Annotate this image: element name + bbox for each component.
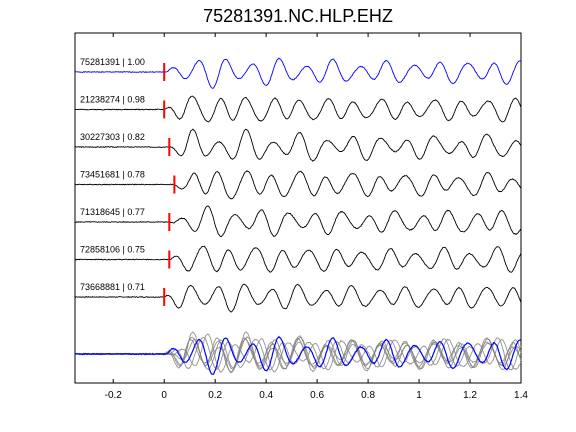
axes-frame	[74, 32, 522, 384]
trace-label-1: 75281391 | 1.00	[80, 57, 145, 67]
stack-overlay	[74, 331, 522, 375]
trace-line-4	[74, 170, 522, 200]
trace-line-7	[74, 283, 522, 313]
x-tick-label-1: -0.2	[105, 390, 123, 401]
picks-layer	[163, 63, 176, 306]
trace-line-3	[74, 128, 522, 162]
trace-label-6: 72858106 | 0.75	[80, 245, 145, 255]
x-tick-label-6: 0.8	[361, 390, 375, 401]
x-tick-label-9: 1.4	[514, 390, 528, 401]
trace-line-5	[74, 205, 522, 238]
trace-label-2: 21238274 | 0.98	[80, 95, 145, 105]
trace-label-3: 30227303 | 0.82	[80, 132, 145, 142]
chart-title: 75281391.NC.HLP.EHZ	[203, 6, 393, 26]
trace-line-1	[74, 57, 522, 89]
x-tick-label-7: 1	[416, 390, 422, 401]
x-tick-label-3: 0.2	[208, 390, 222, 401]
trace-labels: 75281391 | 1.00 21238274 | 0.98 30227303 |…	[80, 57, 145, 292]
x-tick-label-5: 0.6	[310, 390, 324, 401]
x-tick-label-2: 0	[161, 390, 167, 401]
x-tick-label-8: 1.2	[463, 390, 477, 401]
trace-label-4: 73451681 | 0.78	[80, 170, 145, 180]
stack-trace-1	[74, 335, 522, 375]
traces-layer	[74, 57, 522, 313]
trace-line-2	[74, 95, 522, 123]
trace-line-6	[75, 245, 522, 273]
x-tick-label-4: 0.4	[259, 390, 273, 401]
trace-label-5: 71318645 | 0.77	[80, 207, 145, 217]
x-axis: -0.2 0 0.2 0.4 0.6 0.8 1 1.2 1.4	[105, 33, 528, 401]
trace-label-7: 73668881 | 0.71	[80, 282, 145, 292]
